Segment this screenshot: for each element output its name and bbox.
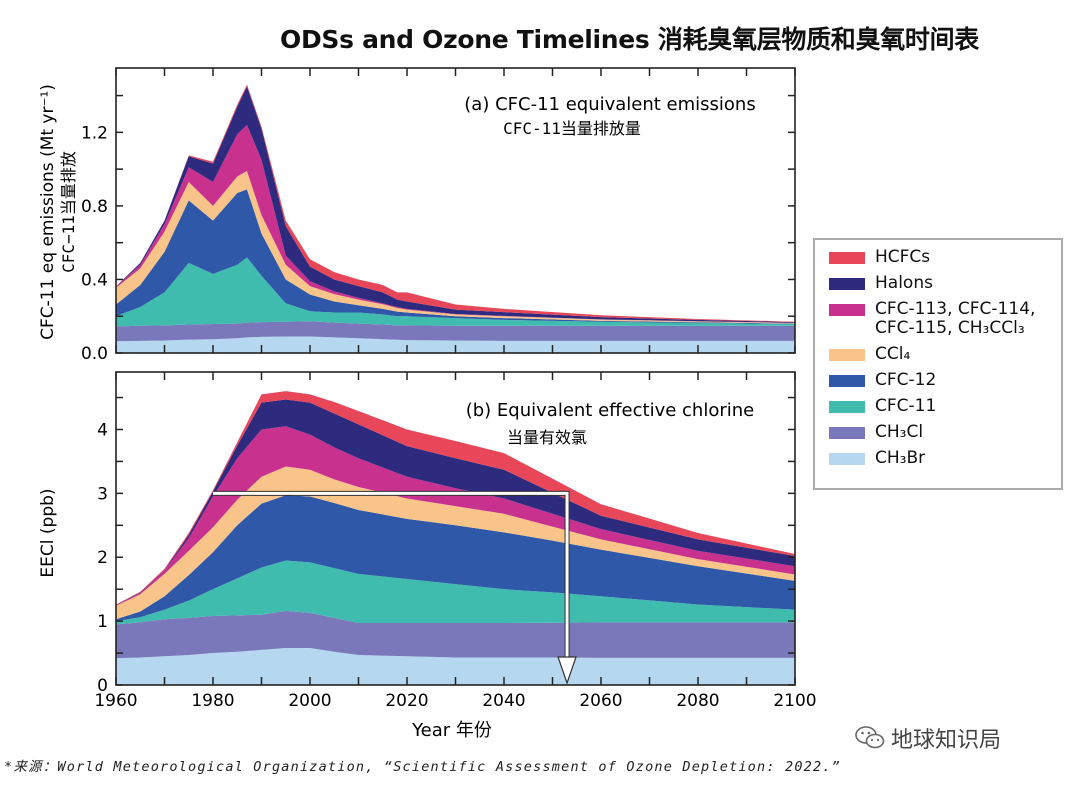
y-tick-label: 3 bbox=[97, 484, 108, 504]
x-tick-label: 2060 bbox=[579, 691, 622, 711]
legend: HCFCs Halons CFC-113, CFC-114, CFC-115, CH… bbox=[813, 238, 1063, 490]
chart-title: ODSs and Ozone Timelines 消耗臭氧层物质和臭氧时间表 bbox=[280, 25, 980, 54]
area-ch3br bbox=[116, 647, 795, 685]
x-tick-label: 2020 bbox=[385, 691, 428, 711]
panel-a-title: (a) CFC-11 equivalent emissions bbox=[464, 94, 755, 115]
legend-swatch bbox=[829, 453, 865, 465]
legend-item-cfc11: CFC-11 bbox=[829, 397, 1061, 416]
x-axis-label: Year 年份 bbox=[411, 720, 492, 741]
panel-a-ylabel: CFC-11 eq emissions (Mt yr⁻¹) bbox=[38, 84, 58, 340]
legend-swatch bbox=[829, 349, 865, 361]
panel-emissions: 0.0 0.4 0.8 1.2 bbox=[81, 67, 796, 364]
arrow-head bbox=[557, 656, 577, 685]
panel-b-ylabel: EECl (ppb) bbox=[38, 488, 58, 577]
x-tick-label: 2040 bbox=[482, 691, 525, 711]
legend-item-ccl4: CCl₄ bbox=[829, 345, 1061, 364]
x-tick-label: 1980 bbox=[191, 691, 234, 711]
area-cfc11 bbox=[116, 257, 795, 327]
panel-a-ylabel-cn: CFC−11当量排放 bbox=[59, 151, 78, 273]
watermark-text: 地球知识局 bbox=[891, 728, 1002, 753]
y-tick-label: 2 bbox=[97, 548, 108, 568]
area-ch3br bbox=[116, 336, 795, 353]
x-tick-label: 2080 bbox=[676, 691, 719, 711]
panel-b-title: (b) Equivalent effective chlorine bbox=[466, 400, 755, 421]
legend-item-halons: Halons bbox=[829, 274, 1061, 293]
area-ch3cl bbox=[116, 321, 795, 342]
legend-label: HCFCs bbox=[875, 247, 931, 267]
legend-swatch bbox=[829, 278, 865, 290]
legend-label: CH₃Cl bbox=[875, 422, 924, 442]
legend-item-ch3cl: CH₃Cl bbox=[829, 423, 1061, 442]
legend-label: CFC-11 bbox=[875, 396, 937, 416]
area-ch3cl bbox=[116, 610, 795, 659]
panel-a-subtitle: CFC-11当量排放量 bbox=[503, 119, 641, 138]
y-tick-label: 1 bbox=[97, 612, 108, 632]
area-cfc12 bbox=[116, 189, 795, 324]
x-tick-label: 2100 bbox=[773, 691, 816, 711]
x-tick-label: 2000 bbox=[288, 691, 331, 711]
y-tick-label: 0.4 bbox=[81, 270, 108, 290]
panel-b-subtitle: 当量有效氯 bbox=[507, 428, 587, 447]
legend-swatch bbox=[829, 304, 865, 316]
watermark: 地球知识局 bbox=[855, 722, 1001, 754]
area-cfc12 bbox=[116, 495, 795, 622]
source-footnote: *来源：World Meteorological Organization, “… bbox=[4, 759, 841, 775]
legend-item-cfc113: CFC-113, CFC-114, CFC-115, CH₃CCl₃ bbox=[829, 300, 1061, 338]
panel-eecl: 0 1 2 3 4 1960 1980 2000 2020 2040 2060 2080 2100 bbox=[94, 371, 817, 711]
legend-label: Halons bbox=[875, 273, 933, 293]
recovery-arrow bbox=[213, 491, 569, 659]
legend-swatch bbox=[829, 427, 865, 439]
legend-label: CH₃Br bbox=[875, 448, 926, 468]
x-tick-label: 1960 bbox=[94, 691, 137, 711]
legend-swatch bbox=[829, 401, 865, 413]
wechat-icon bbox=[855, 726, 885, 749]
legend-label: CFC-12 bbox=[875, 370, 937, 390]
y-tick-label: 0 bbox=[97, 676, 108, 696]
legend-label: CCl₄ bbox=[875, 344, 911, 364]
y-tick-label: 0.0 bbox=[81, 344, 108, 364]
legend-swatch bbox=[829, 375, 865, 387]
legend-item-cfc12: CFC-12 bbox=[829, 371, 1061, 390]
legend-label: CFC-113, CFC-114, CFC-115, CH₃CCl₃ bbox=[875, 299, 1036, 338]
legend-item-hcfcs: HCFCs bbox=[829, 248, 1061, 267]
y-tick-label: 1.2 bbox=[81, 123, 108, 143]
legend-swatch bbox=[829, 252, 865, 264]
y-tick-label: 0.8 bbox=[81, 197, 108, 217]
legend-item-ch3br: CH₃Br bbox=[829, 449, 1061, 468]
area-cfc11 bbox=[116, 560, 795, 625]
y-tick-label: 4 bbox=[97, 420, 108, 440]
